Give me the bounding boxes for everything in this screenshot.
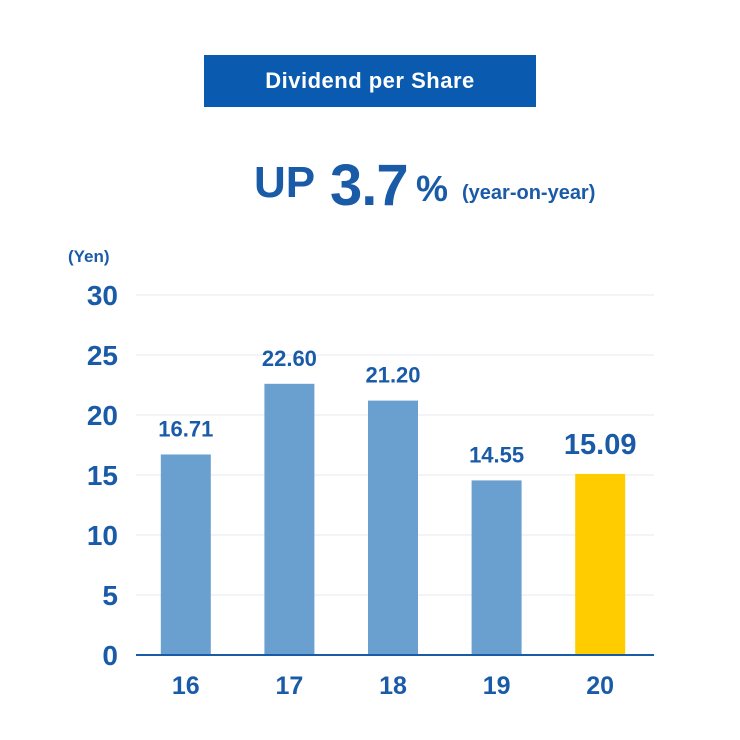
- y-tick-label: 30: [87, 280, 118, 311]
- x-tick-label: 19: [483, 672, 511, 700]
- data-label: 22.60: [262, 346, 317, 371]
- bar: [471, 480, 522, 655]
- data-label: 14.55: [469, 442, 524, 467]
- x-tick-label: 18: [379, 672, 407, 700]
- headline-unit: %: [416, 168, 449, 209]
- bar: [160, 454, 211, 655]
- y-tick-label: 20: [87, 400, 118, 431]
- data-label: 21.20: [365, 363, 420, 388]
- y-tick-label: 25: [87, 340, 118, 371]
- headline-value: 3.7: [330, 153, 409, 218]
- bar: [368, 400, 418, 655]
- headline: UP 3.7 % (year-on-year): [0, 152, 740, 222]
- y-axis-label: (Yen): [68, 247, 110, 266]
- data-label: 16.71: [158, 416, 213, 441]
- bar: [575, 473, 626, 655]
- y-tick-label: 15: [87, 460, 118, 491]
- data-label: 15.09: [564, 429, 637, 461]
- headline-prefix: UP: [254, 158, 316, 207]
- x-tick-label: 17: [275, 672, 303, 700]
- chart-title: Dividend per Share: [265, 68, 475, 93]
- chart-title-box: Dividend per Share: [204, 55, 536, 107]
- y-tick-label: 10: [87, 520, 118, 551]
- y-tick-label: 5: [102, 580, 118, 611]
- x-tick-label: 20: [586, 672, 614, 700]
- bar: [264, 383, 315, 655]
- x-tick-label: 16: [172, 672, 200, 700]
- y-tick-label: 0: [102, 640, 118, 671]
- headline-note: (year-on-year): [462, 182, 596, 204]
